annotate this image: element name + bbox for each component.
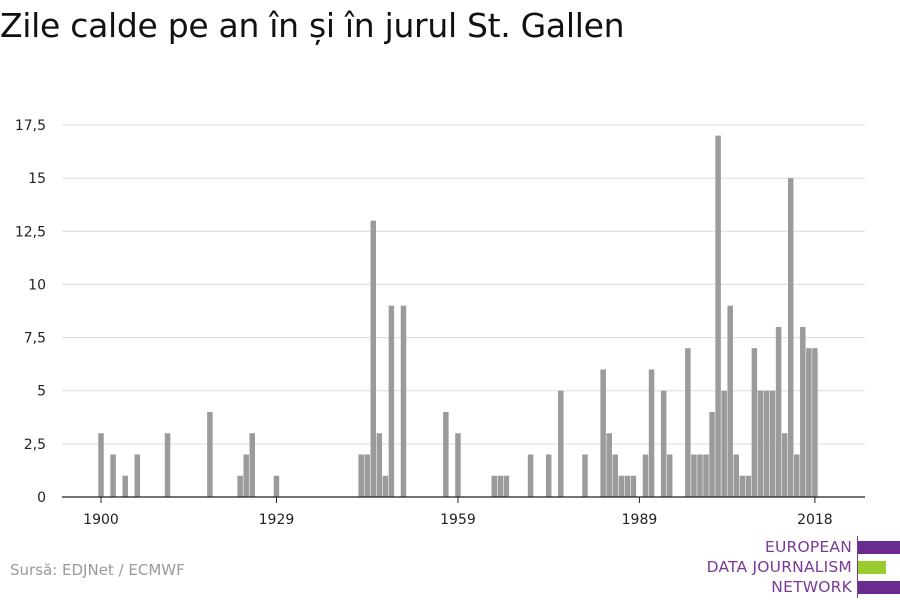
logo-divider (857, 536, 858, 598)
x-tick-label: 1929 (259, 512, 295, 528)
bar-1925 (249, 433, 255, 497)
bar-1965 (491, 475, 497, 497)
bar-2015 (794, 454, 800, 497)
y-tick-label: 0 (37, 490, 46, 506)
bar-1984 (606, 433, 612, 497)
bar-1924 (243, 454, 249, 497)
bar-1988 (630, 475, 637, 497)
bar-1948 (388, 305, 395, 497)
x-ticks: 1900 1929 1959 1989 2018 (83, 497, 833, 528)
bar-2013 (781, 433, 788, 497)
bar-1990 (642, 454, 649, 497)
y-tick-label: 2,5 (24, 437, 46, 453)
bar-1985 (612, 454, 618, 497)
y-tick-label: 5 (37, 384, 46, 400)
y-tick-label: 10 (28, 277, 46, 293)
bar-2016 (800, 326, 806, 497)
y-tick-label: 17,5 (15, 118, 46, 134)
bar-1966 (497, 475, 504, 497)
bar-1959 (455, 433, 461, 497)
bar-1946 (376, 433, 383, 497)
y-tick-label: 12,5 (15, 224, 46, 240)
bar-1976 (558, 390, 564, 497)
bar-2008 (751, 348, 758, 497)
bar-1974 (545, 454, 552, 497)
x-tick-label: 1989 (622, 512, 658, 528)
bar-2018 (812, 348, 818, 497)
bar-1947 (382, 475, 389, 497)
bar-2011 (769, 390, 776, 497)
x-tick-label: 2018 (797, 512, 833, 528)
bar-2014 (787, 178, 794, 497)
bar-2001 (709, 411, 715, 497)
logo-bar-bottom (858, 581, 900, 594)
bar-1980 (582, 454, 588, 497)
y-tick-labels: 0 2,5 5 7,5 10 12,5 15 17,5 (15, 118, 46, 506)
bar-1923 (237, 475, 243, 497)
bar-2003 (721, 390, 727, 497)
bar-1997 (685, 348, 691, 497)
gridlines (62, 124, 865, 445)
bar-1945 (370, 220, 376, 497)
x-tick-label: 1959 (440, 512, 476, 528)
bar-1993 (660, 390, 667, 497)
bar-1950 (400, 305, 407, 497)
bar-1943 (358, 454, 364, 497)
bar-1999 (697, 454, 703, 497)
x-tick-label: 1900 (83, 512, 119, 528)
logo-bar-middle (858, 561, 886, 574)
bar-1900 (98, 433, 104, 497)
bar-2000 (703, 454, 709, 497)
bar-1944 (364, 454, 370, 497)
bar-1911 (164, 433, 171, 497)
bar-2004 (727, 305, 733, 497)
bar-1902 (110, 454, 116, 497)
bar-2012 (775, 326, 782, 497)
bar-2010 (763, 390, 770, 497)
bar-2009 (757, 390, 764, 497)
bar-1991 (648, 369, 655, 497)
bar-2005 (733, 454, 739, 497)
bar-1929 (273, 475, 280, 497)
bar-2006 (739, 475, 746, 497)
logo-text-line1: EUROPEAN (764, 538, 852, 556)
bar-1918 (207, 411, 213, 497)
bar-1987 (624, 475, 631, 497)
bar-1983 (600, 369, 606, 497)
bar-1971 (527, 454, 534, 497)
y-tick-label: 7,5 (24, 331, 46, 347)
bar-1967 (503, 475, 510, 497)
bar-1906 (134, 454, 141, 497)
bars (98, 135, 818, 497)
bar-2002 (715, 135, 721, 497)
logo-text-line3: NETWORK (771, 578, 852, 596)
edjnet-logo[interactable]: EUROPEAN DATA JOURNALISM NETWORK (700, 536, 900, 598)
y-tick-label: 15 (28, 171, 46, 187)
logo-text-line2: DATA JOURNALISM (706, 558, 852, 576)
chart-title: Zile calde pe an în și în jurul St. Gall… (0, 6, 625, 45)
bar-1986 (618, 475, 625, 497)
logo-bar-top (858, 541, 900, 554)
bar-2017 (806, 348, 812, 497)
bar-2007 (745, 475, 752, 497)
bar-1957 (443, 411, 449, 497)
source-note: Sursă: EDJNet / ECMWF (10, 561, 185, 579)
bar-1994 (666, 454, 673, 497)
bar-1904 (122, 475, 128, 497)
bar-1998 (691, 454, 697, 497)
